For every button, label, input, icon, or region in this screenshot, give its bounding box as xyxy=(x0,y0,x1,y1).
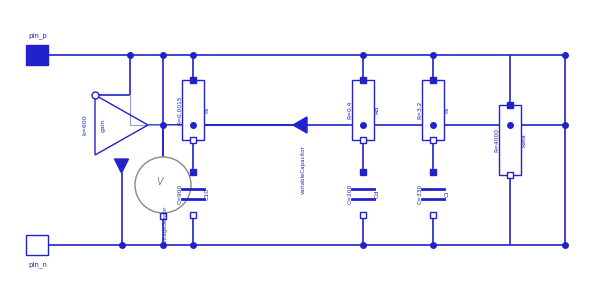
Text: k=600: k=600 xyxy=(83,115,88,135)
Polygon shape xyxy=(115,159,128,173)
Text: Ri: Ri xyxy=(205,107,209,113)
Bar xyxy=(352,80,374,140)
Text: pin_p: pin_p xyxy=(29,32,47,39)
Text: R=0.0015: R=0.0015 xyxy=(178,95,182,125)
Circle shape xyxy=(135,157,191,213)
Text: C=330: C=330 xyxy=(418,183,422,204)
Text: R=3.2: R=3.2 xyxy=(418,101,422,119)
Text: C=200: C=200 xyxy=(347,183,353,204)
Text: Ri: Ri xyxy=(445,107,449,113)
Text: Cd: Cd xyxy=(374,189,380,198)
Text: pin_n: pin_n xyxy=(29,261,47,268)
Text: gain: gain xyxy=(101,118,106,132)
Polygon shape xyxy=(293,117,307,133)
Bar xyxy=(26,235,48,255)
Text: Rd: Rd xyxy=(374,106,380,114)
Text: R=4000: R=4000 xyxy=(494,128,499,152)
Text: C10: C10 xyxy=(205,188,209,200)
Text: R=0.4: R=0.4 xyxy=(347,101,353,119)
Text: C=900: C=900 xyxy=(178,183,182,204)
Text: Ci: Ci xyxy=(445,191,449,197)
Bar xyxy=(422,80,444,140)
Bar xyxy=(26,45,48,65)
Bar xyxy=(499,105,521,175)
Text: Rlea: Rlea xyxy=(521,133,527,147)
Bar xyxy=(182,80,204,140)
Text: V: V xyxy=(157,177,163,187)
Text: voltageSensor: voltageSensor xyxy=(163,205,167,245)
Text: variableCapacitor: variableCapacitor xyxy=(301,146,305,194)
